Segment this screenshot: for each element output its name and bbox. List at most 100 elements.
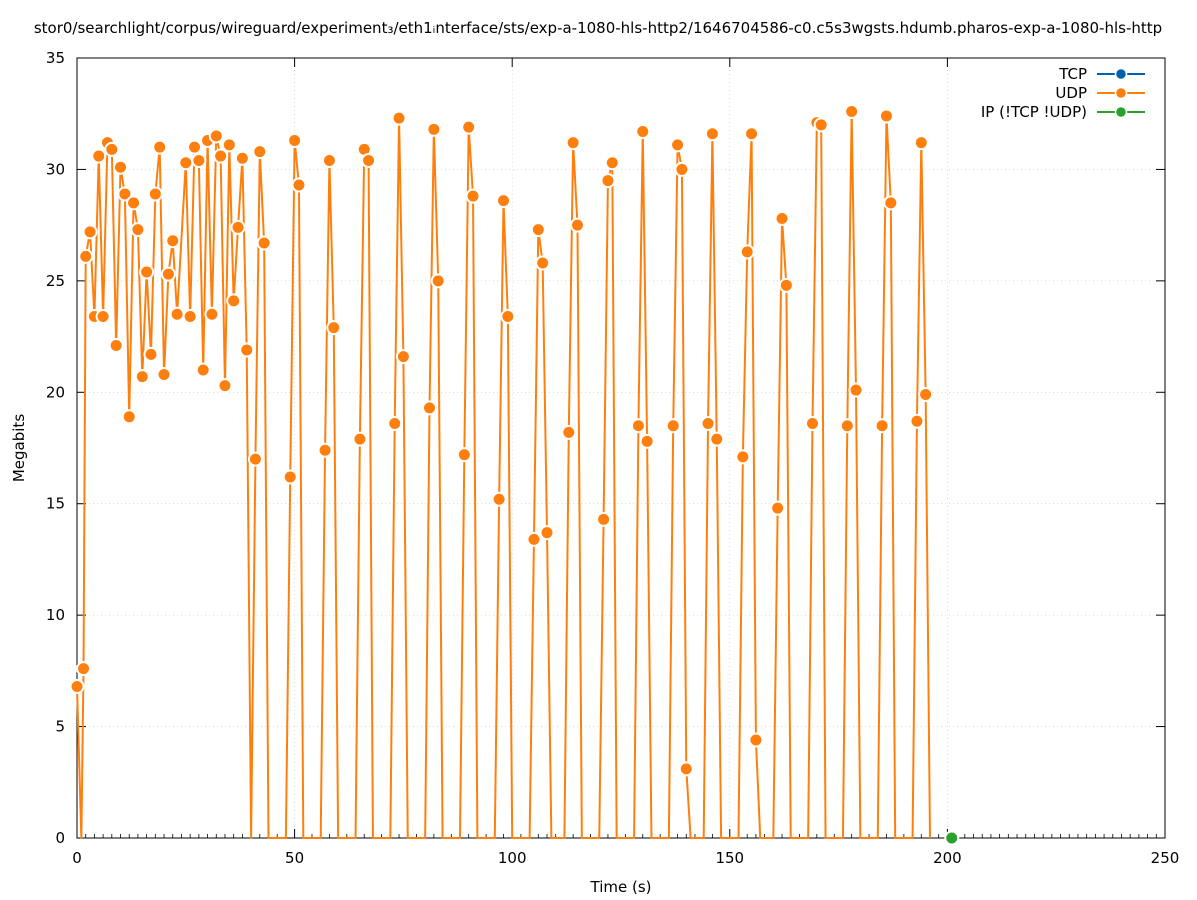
data-point — [152, 139, 168, 155]
data-point — [126, 195, 142, 211]
data-point — [913, 135, 929, 151]
y-tick-label: 20 — [46, 383, 65, 401]
data-point — [461, 119, 477, 135]
data-point — [76, 661, 92, 677]
y-tick-label: 0 — [55, 829, 65, 847]
data-point — [678, 761, 694, 777]
data-point — [918, 387, 934, 403]
data-point — [739, 244, 755, 260]
data-point — [78, 248, 94, 264]
data-point — [395, 349, 411, 365]
data-point — [635, 124, 651, 140]
series-line — [76, 110, 931, 839]
data-point — [670, 137, 686, 153]
data-point — [569, 217, 585, 233]
y-tick-label: 35 — [46, 49, 65, 67]
data-point — [247, 451, 263, 467]
data-point — [735, 449, 751, 465]
x-tick-label: 0 — [72, 849, 82, 867]
chart-title: stor0/searchlight/corpus/wireguard/exper… — [34, 19, 1162, 37]
data-point — [69, 678, 85, 694]
data-point — [195, 362, 211, 378]
data-point — [239, 342, 255, 358]
grid — [77, 58, 1165, 838]
y-tick-label: 30 — [46, 160, 65, 178]
data-point — [191, 153, 207, 169]
data-point — [596, 511, 612, 527]
data-point — [165, 233, 181, 249]
data-point — [252, 144, 268, 160]
data-point — [139, 264, 155, 280]
data-point — [182, 309, 198, 325]
data-point — [226, 293, 242, 309]
data-point — [600, 173, 616, 189]
legend-label: IP (!TCP !UDP) — [981, 103, 1087, 121]
data-point — [844, 103, 860, 119]
data-point — [82, 224, 98, 240]
data-point — [117, 186, 133, 202]
data-point — [665, 418, 681, 434]
plot-area-border — [76, 57, 1166, 839]
data-point — [561, 424, 577, 440]
data-point — [104, 141, 120, 157]
data-point — [535, 255, 551, 271]
legend-label: TCP — [1058, 65, 1087, 83]
data-point — [95, 309, 111, 325]
y-tick-label: 10 — [46, 606, 65, 624]
series-markers — [69, 103, 960, 846]
data-point — [630, 418, 646, 434]
data-point — [130, 222, 146, 238]
data-point — [813, 117, 829, 133]
data-point — [422, 400, 438, 416]
data-point — [387, 415, 403, 431]
data-point — [282, 469, 298, 485]
data-point — [709, 431, 725, 447]
data-point — [287, 132, 303, 148]
data-point — [744, 126, 760, 142]
data-point — [317, 442, 333, 458]
data-point — [704, 126, 720, 142]
data-point — [848, 382, 864, 398]
data-point — [539, 525, 555, 541]
data-point — [208, 128, 224, 144]
data-point — [778, 277, 794, 293]
data-point — [530, 222, 546, 238]
data-point — [121, 409, 137, 425]
legend-marker — [1114, 86, 1128, 100]
data-point — [178, 155, 194, 171]
data-point — [187, 139, 203, 155]
x-tick-label: 250 — [1151, 849, 1180, 867]
data-point — [878, 108, 894, 124]
x-axis-ticks: 0 50 100 150 200 250 — [72, 58, 1179, 867]
data-point — [491, 491, 507, 507]
x-axis-label: Time (s) — [590, 878, 652, 896]
x-tick-label: 50 — [285, 849, 304, 867]
legend-marker — [1114, 105, 1128, 119]
data-point — [147, 186, 163, 202]
data-point — [221, 137, 237, 153]
data-point — [160, 266, 176, 282]
data-point — [604, 155, 620, 171]
data-point — [674, 161, 690, 177]
data-point — [156, 366, 172, 382]
data-point — [256, 235, 272, 251]
data-point — [113, 159, 129, 175]
data-point — [944, 830, 960, 846]
data-point — [500, 309, 516, 325]
data-point — [361, 153, 377, 169]
data-point — [456, 447, 472, 463]
data-point — [321, 153, 337, 169]
data-point — [352, 431, 368, 447]
data-point — [91, 148, 107, 164]
legend-marker — [1114, 67, 1128, 81]
data-point — [108, 337, 124, 353]
data-point — [430, 273, 446, 289]
data-point — [326, 320, 342, 336]
data-point — [465, 188, 481, 204]
series-lines — [76, 110, 931, 839]
data-point — [874, 418, 890, 434]
data-point — [804, 415, 820, 431]
data-point — [700, 415, 716, 431]
data-point — [526, 531, 542, 547]
